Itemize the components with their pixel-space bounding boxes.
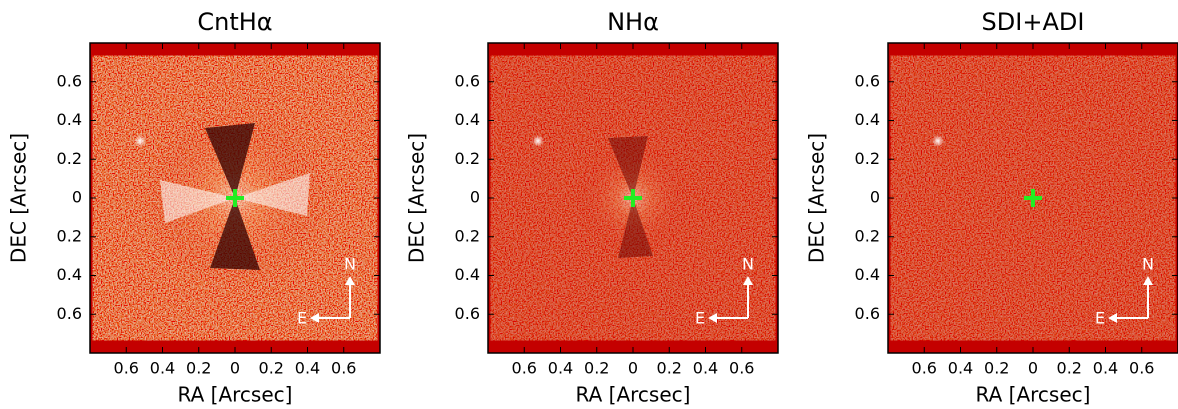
x-tick-label: 0.6 xyxy=(912,359,937,378)
compass-arrows xyxy=(315,281,351,319)
panel: N E 0.6 0.4 0.2 0 0.2 0.4 0.6 0.6 0.4 0.2 0 0.2 0.4 0.6… xyxy=(805,8,1178,407)
y-tick-label: 0.6 xyxy=(855,304,880,323)
compass-arrows xyxy=(713,281,749,319)
x-axis-label: RA [Arcsec] xyxy=(976,383,1091,407)
compass-east: E xyxy=(297,309,307,328)
y-tick-label: 0.6 xyxy=(57,304,82,323)
compass-heads xyxy=(310,276,355,323)
y-tick-label: 0.4 xyxy=(57,265,82,284)
x-tick-label: 0.4 xyxy=(1093,359,1118,378)
x-tick-label: 0.2 xyxy=(259,359,284,378)
compass-north: N xyxy=(742,255,754,274)
y-tick-label: 0.2 xyxy=(455,149,480,168)
panel-title: SDI+ADI xyxy=(982,8,1085,36)
x-tick-label: 0 xyxy=(628,359,638,378)
compass-east: E xyxy=(695,309,705,328)
y-tick-label: 0 xyxy=(72,188,82,207)
dark-lobe xyxy=(205,123,260,270)
y-axis-label: DEC [Arcsec] xyxy=(7,133,31,263)
x-tick-label: 0.2 xyxy=(1057,359,1082,378)
y-tick-label: 0.4 xyxy=(855,110,880,129)
compass-east: E xyxy=(1095,309,1105,328)
companion xyxy=(532,135,544,147)
y-tick-label: 0.4 xyxy=(455,265,480,284)
compass-north: N xyxy=(1142,255,1154,274)
x-tick-label: 0.4 xyxy=(295,359,320,378)
x-axis-label: RA [Arcsec] xyxy=(178,383,293,407)
x-tick-label: 0 xyxy=(1028,359,1038,378)
y-tick-label: 0 xyxy=(870,188,880,207)
companion xyxy=(134,135,146,147)
y-tick-label: 0.6 xyxy=(855,71,880,90)
x-tick-label: 0.2 xyxy=(657,359,682,378)
star-marker xyxy=(1024,189,1042,207)
y-tick-label: 0.2 xyxy=(855,226,880,245)
y-tick-label: 0.6 xyxy=(455,304,480,323)
panel-title: CntHα xyxy=(197,8,272,36)
y-tick-label: 0.2 xyxy=(57,226,82,245)
y-tick-label: 0.2 xyxy=(57,149,82,168)
x-tick-label: 0.4 xyxy=(693,359,718,378)
panel-title: NHα xyxy=(607,8,659,36)
y-tick-label: 0.4 xyxy=(855,265,880,284)
image xyxy=(90,43,380,353)
x-axis-label: RA [Arcsec] xyxy=(576,383,691,407)
compass-north: N xyxy=(344,255,356,274)
x-tick-label: 0.4 xyxy=(948,359,973,378)
star-marker xyxy=(226,189,244,207)
image xyxy=(488,43,778,353)
compass-arrows xyxy=(1113,281,1149,319)
compass-heads xyxy=(1108,276,1153,323)
y-tick-label: 0.2 xyxy=(455,226,480,245)
y-tick-label: 0 xyxy=(470,188,480,207)
x-tick-label: 0.6 xyxy=(729,359,754,378)
y-tick-label: 0.6 xyxy=(455,71,480,90)
y-tick-label: 0.6 xyxy=(57,71,82,90)
companion xyxy=(932,135,944,147)
x-tick-label: 0.2 xyxy=(984,359,1009,378)
x-tick-label: 0.6 xyxy=(331,359,356,378)
x-tick-label: 0.4 xyxy=(150,359,175,378)
x-tick-label: 0.2 xyxy=(584,359,609,378)
x-tick-label: 0.2 xyxy=(186,359,211,378)
panel: N E 0.6 0.4 0.2 0 0.2 0.4 0.6 0.6 0.4 0.2 0 0.2 0.4 0.6… xyxy=(405,8,779,407)
y-axis-label: DEC [Arcsec] xyxy=(805,133,829,263)
x-tick-label: 0.4 xyxy=(548,359,573,378)
y-tick-label: 0.4 xyxy=(455,110,480,129)
panel: N E 0.6 0.4 0.2 0 0.2 0.4 0.6 0.6 0.4 0.2 0 0.2 0.4 0.6… xyxy=(7,8,381,407)
x-tick-label: 0.6 xyxy=(1129,359,1154,378)
image xyxy=(888,43,1178,353)
x-tick-label: 0.6 xyxy=(114,359,139,378)
compass-heads xyxy=(708,276,753,323)
dark-lobe xyxy=(608,136,653,258)
x-tick-label: 0 xyxy=(230,359,240,378)
y-tick-label: 0.4 xyxy=(57,110,82,129)
x-tick-label: 0.6 xyxy=(512,359,537,378)
y-tick-label: 0.2 xyxy=(855,149,880,168)
star-marker xyxy=(624,189,642,207)
y-axis-label: DEC [Arcsec] xyxy=(405,133,429,263)
